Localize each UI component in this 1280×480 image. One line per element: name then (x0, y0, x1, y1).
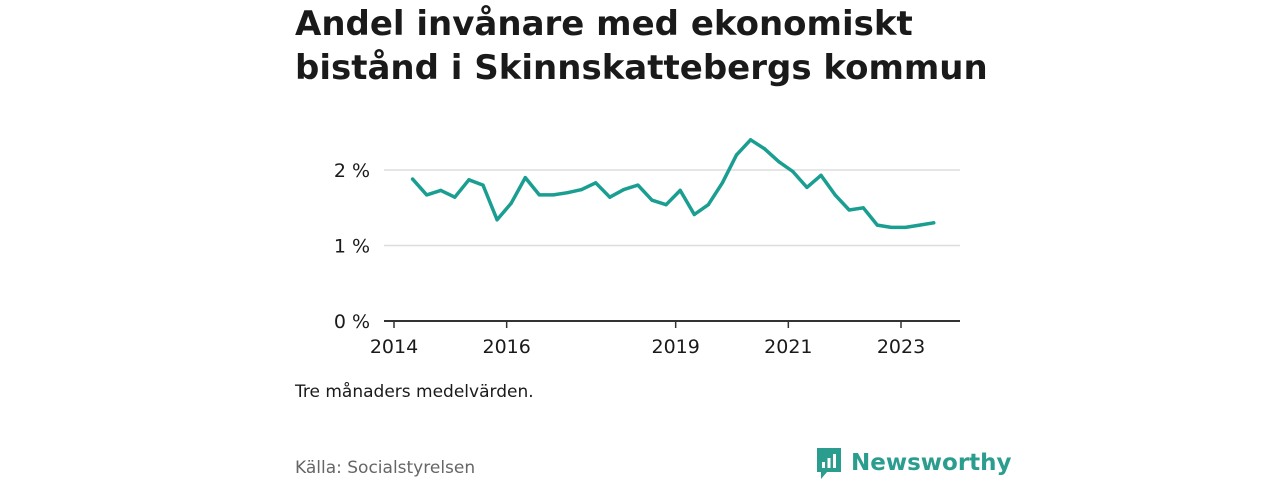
data-point (537, 193, 541, 197)
data-point (692, 212, 696, 217)
data-point (805, 185, 809, 189)
data-point (453, 195, 457, 199)
data-point (594, 181, 598, 185)
data-point (664, 203, 668, 207)
data-point (565, 191, 570, 195)
newsworthy-logo-icon (817, 448, 841, 479)
gridlines (384, 169, 960, 247)
series-line-0 (410, 138, 936, 230)
data-point (481, 183, 485, 187)
x-tick-label: 2016 (482, 336, 530, 358)
data-point (425, 193, 429, 197)
data-point (763, 147, 767, 151)
data-point (918, 223, 922, 227)
chart-note: Tre månaders medelvärden. (295, 382, 534, 402)
data-point (706, 203, 710, 207)
data-point (509, 201, 513, 205)
data-point (777, 160, 781, 164)
brand-logo: Newsworthy (815, 446, 1012, 480)
data-point (734, 153, 739, 157)
x-tick-label: 2023 (877, 336, 925, 358)
data-point (551, 193, 556, 197)
data-point (819, 173, 823, 177)
y-tick-label: 1 % (334, 236, 370, 258)
data-point (439, 188, 443, 192)
data-point (903, 225, 908, 229)
data-point (847, 208, 851, 212)
y-axis-tick-labels: 0 % 1 % 2 % (334, 160, 370, 333)
x-tick-label: 2019 (651, 336, 699, 358)
data-point (678, 188, 682, 192)
data-point (650, 198, 654, 202)
data-point (720, 181, 725, 185)
data-point (889, 225, 894, 229)
data-point (833, 193, 837, 197)
y-tick-label: 0 % (334, 311, 370, 333)
brand-name: Newsworthy (851, 450, 1012, 476)
chart-title: Andel invånare med ekonomiskt bistånd i … (295, 4, 988, 88)
data-point (932, 221, 936, 225)
x-axis: 2014 2016 2019 2021 2023 (370, 320, 960, 358)
x-tick-label: 2014 (370, 336, 418, 358)
data-point (411, 177, 415, 181)
data-point (861, 206, 865, 210)
data-point (523, 176, 527, 180)
data-point (875, 223, 879, 227)
y-tick-label: 2 % (334, 160, 370, 182)
data-point (580, 188, 584, 192)
data-point (749, 138, 753, 142)
data-point (622, 188, 626, 192)
data-point (495, 218, 499, 222)
data-point (636, 183, 640, 187)
data-point (791, 169, 795, 174)
x-tick-label: 2021 (764, 336, 812, 358)
series-layer (410, 138, 936, 230)
data-point (467, 178, 471, 182)
source-label: Källa: Socialstyrelsen (295, 458, 476, 478)
data-point (608, 195, 612, 199)
